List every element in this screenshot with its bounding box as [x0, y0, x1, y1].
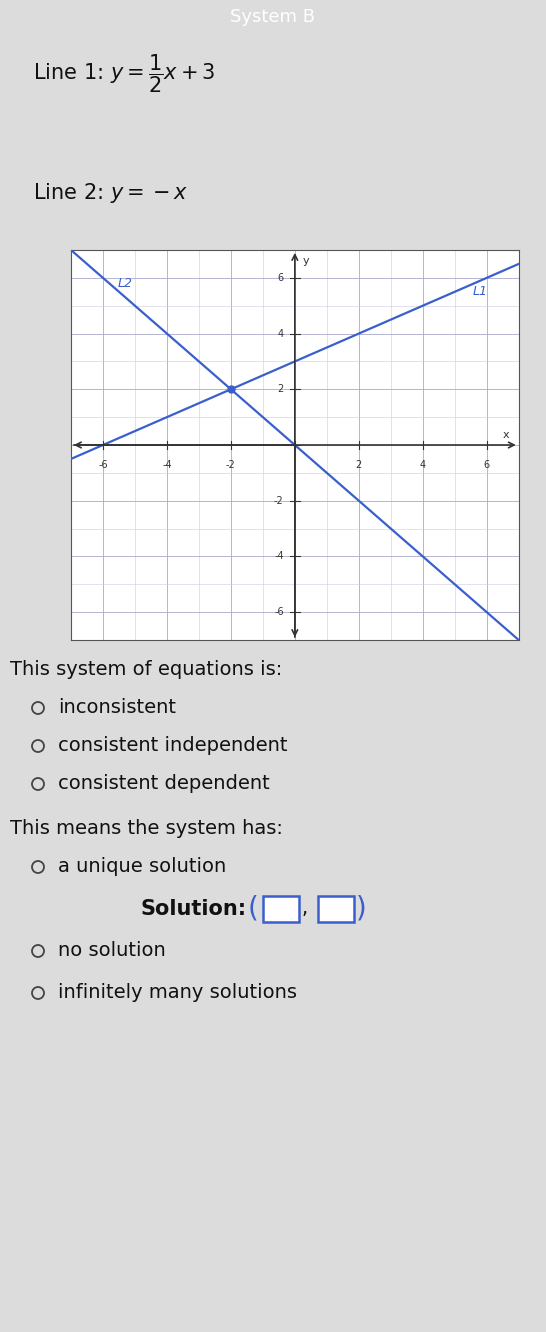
Text: x: x [503, 430, 509, 441]
Text: This system of equations is:: This system of equations is: [10, 661, 282, 679]
Text: consistent independent: consistent independent [58, 737, 288, 755]
Text: no solution: no solution [58, 942, 166, 960]
Text: Line 1: $y=\dfrac{1}{2}x+3$: Line 1: $y=\dfrac{1}{2}x+3$ [33, 53, 215, 96]
Bar [263, 896, 299, 922]
Text: This means the system has:: This means the system has: [10, 819, 283, 839]
Text: -6: -6 [274, 607, 284, 617]
Text: 6: 6 [277, 273, 284, 282]
Text: Solution:: Solution: [140, 899, 246, 919]
Text: inconsistent: inconsistent [58, 698, 176, 718]
Text: 2: 2 [355, 461, 362, 470]
Text: infinitely many solutions: infinitely many solutions [58, 983, 297, 1003]
Text: -2: -2 [274, 496, 284, 506]
Text: a unique solution: a unique solution [58, 858, 226, 876]
Text: 4: 4 [420, 461, 426, 470]
Text: -6: -6 [98, 461, 108, 470]
Text: -2: -2 [226, 461, 236, 470]
Text: ): ) [356, 895, 367, 923]
Text: L1: L1 [473, 285, 488, 298]
Text: y: y [302, 256, 310, 266]
Text: 6: 6 [484, 461, 490, 470]
Text: -4: -4 [162, 461, 172, 470]
Text: consistent dependent: consistent dependent [58, 774, 270, 794]
Text: L2: L2 [118, 277, 133, 290]
Text: (: ( [248, 895, 259, 923]
Text: -4: -4 [274, 551, 284, 561]
Text: Line 2: $y=-x$: Line 2: $y=-x$ [33, 181, 188, 205]
Text: 2: 2 [277, 385, 284, 394]
Bar [318, 896, 354, 922]
Text: 4: 4 [277, 329, 284, 338]
Text: System B: System B [230, 8, 316, 25]
Text: ,: , [302, 899, 308, 919]
